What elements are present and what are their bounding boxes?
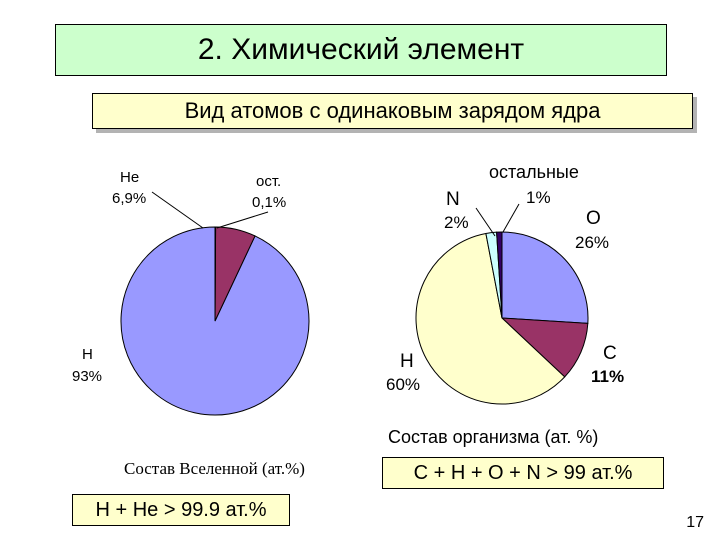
- slice-label-he-value: 6,9%: [112, 190, 146, 207]
- leader-line-others: [502, 203, 520, 233]
- slice-label-o-name: O: [586, 208, 601, 229]
- slice-label-h-name: H: [82, 346, 93, 363]
- slice-label-others-value: 1%: [526, 188, 551, 207]
- page-number: 17: [686, 514, 704, 531]
- organism-slice-0: [501, 231, 589, 324]
- slice-label-h-value: 93%: [72, 368, 102, 385]
- universe-chart-title: Состав Вселенной (ат.%): [124, 459, 305, 478]
- slide-title-box: 2. Химический элемент: [55, 24, 667, 76]
- organism-formula-box: C + H + O + N > 99 ат.%: [382, 457, 664, 489]
- slice-label-n-name: N: [446, 189, 460, 210]
- leader-line-n: [475, 207, 496, 237]
- slice-label-c-name: C: [603, 343, 617, 364]
- slice-label-others-name: остальные: [489, 162, 579, 182]
- organism-slice-2: [415, 232, 566, 405]
- slice-label-ost-name: ост.: [256, 173, 281, 190]
- universe-pie-chart: He 6,9% ост. 0,1% H 93% Состав Вселенной…: [72, 169, 310, 478]
- leader-line-he: [151, 191, 204, 229]
- slice-label-n-value: 2%: [444, 213, 469, 232]
- slide-subtitle-box: Вид атомов с одинаковым зарядом ядра: [92, 93, 693, 129]
- slide-title: 2. Химический элемент: [197, 33, 525, 66]
- organism-slice-4: [496, 231, 503, 319]
- organism-chart-title: Состав организма (ат. %): [388, 427, 598, 447]
- slice-label-h-org-name: H: [400, 351, 414, 372]
- universe-formula-box: H + He > 99.9 ат.%: [72, 494, 290, 526]
- slice-label-he-name: He: [120, 169, 139, 186]
- universe-slice-2: [214, 226, 217, 322]
- slice-label-ost-value: 0,1%: [252, 194, 286, 211]
- slice-label-c-value: 11%: [591, 367, 624, 386]
- slice-label-o-value: 26%: [575, 233, 609, 252]
- organism-formula: C + H + O + N > 99 ат.%: [413, 461, 633, 484]
- leader-line-ost: [216, 211, 269, 229]
- slice-label-h-org-value: 60%: [386, 375, 420, 394]
- organism-pie-chart: N 2% остальные 1% O 26% C 11% H 60% Сост…: [386, 162, 624, 447]
- universe-formula: H + He > 99.9 ат.%: [95, 498, 267, 521]
- slide-subtitle: Вид атомов с одинаковым зарядом ядра: [184, 98, 601, 123]
